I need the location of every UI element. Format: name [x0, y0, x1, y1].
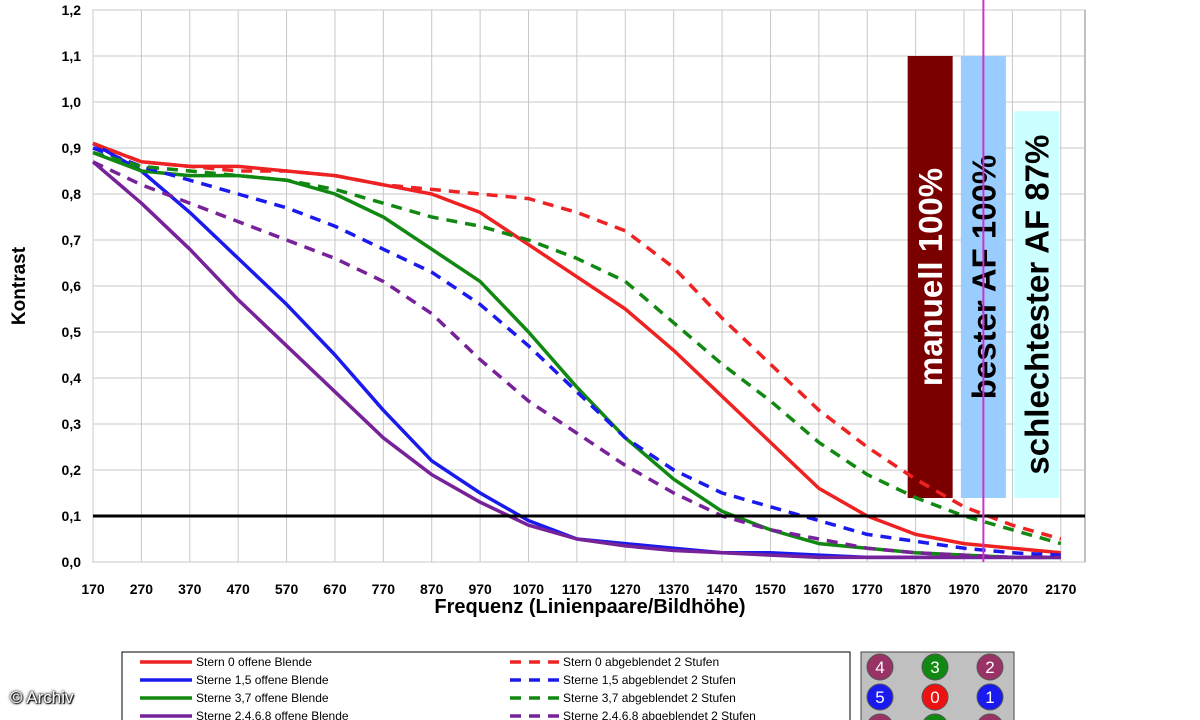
x-tick-label: 770 [372, 581, 396, 597]
y-tick-label: 0,0 [62, 554, 82, 570]
reference-lines [93, 0, 1085, 562]
x-tick-label: 1570 [755, 581, 786, 597]
legend-label: Sterne 3,7 offene Blende [196, 691, 329, 705]
annotation-bar [907, 56, 953, 498]
y-tick-label: 0,3 [62, 416, 82, 432]
y-tick-label: 0,2 [62, 462, 82, 478]
x-tick-label: 570 [275, 581, 299, 597]
legend-label: Stern 0 offene Blende [196, 655, 312, 669]
legend-label: Stern 0 abgeblendet 2 Stufen [563, 655, 719, 669]
x-tick-label: 470 [226, 581, 250, 597]
y-tick-label: 0,5 [62, 324, 82, 340]
position-dot-label: 1 [985, 688, 994, 707]
series-line [92, 150, 1061, 560]
x-tick-label: 1970 [948, 581, 979, 597]
x-tick-label: 370 [178, 581, 202, 597]
x-tick-label: 2070 [997, 581, 1028, 597]
position-dot-label: 0 [930, 688, 939, 707]
position-dot [923, 713, 947, 720]
x-tick-label: 1370 [658, 581, 689, 597]
x-tick-label: 1670 [803, 581, 834, 597]
x-tick-label: 2170 [1045, 581, 1076, 597]
y-tick-label: 1,0 [62, 94, 82, 110]
position-dot-label: 2 [985, 658, 994, 677]
position-dot [976, 653, 1004, 681]
legend-label: Sterne 3,7 abgeblendet 2 Stufen [563, 691, 736, 705]
legend-label: Sterne 1,5 offene Blende [196, 673, 329, 687]
x-tick-label: 1770 [852, 581, 883, 597]
position-dot-label: 4 [875, 658, 884, 677]
y-tick-label: 0,4 [62, 370, 82, 386]
series-line [92, 150, 1062, 546]
legend-label: Sterne 2,4,6,8 abgeblendet 2 Stufen [563, 709, 756, 720]
annotation-bar-label: manuell 100% [912, 168, 949, 386]
y-axis-title: Kontrast [9, 246, 30, 325]
position-dot [976, 683, 1004, 711]
position-dots: 4 3 2 5 0 1 [866, 653, 1004, 720]
position-dot [921, 683, 949, 711]
series-line [92, 146, 1061, 557]
position-dot-label: 3 [930, 658, 939, 677]
y-tick-labels: 0,0 0,1 0,2 0,3 0,4 0,5 0,6 0,7 0,8 0,9 1,0 1,1 1,2 [62, 2, 82, 570]
position-grid: 4 3 2 5 0 1 [860, 651, 1015, 720]
x-tick-label: 170 [81, 581, 105, 597]
legend: Stern 0 offene Blende Sterne 1,5 offene B… [121, 651, 851, 720]
x-axis-title: Frequenz (Linienpaare/Bildhöhe) [434, 596, 745, 618]
x-tick-label: 270 [130, 581, 154, 597]
y-tick-label: 1,2 [62, 2, 82, 18]
x-tick-label: 870 [420, 581, 444, 597]
legend-entries: Stern 0 offene Blende Sterne 1,5 offene B… [140, 655, 756, 720]
series-lines [91, 141, 1062, 560]
position-dot [866, 683, 894, 711]
x-tick-label: 970 [468, 581, 492, 597]
position-dot [866, 653, 894, 681]
annotation-bar [1014, 111, 1060, 498]
y-tick-label: 1,1 [62, 48, 82, 64]
legend-label: Sterne 2,4,6,8 offene Blende [196, 709, 349, 720]
x-tick-label: 1270 [610, 581, 641, 597]
y-tick-label: 0,9 [62, 140, 82, 156]
y-tick-label: 0,7 [62, 232, 82, 248]
y-tick-label: 0,8 [62, 186, 82, 202]
position-dot [868, 713, 892, 720]
position-dot [978, 713, 1002, 720]
series-line [92, 160, 1061, 560]
position-dot [921, 653, 949, 681]
y-tick-label: 0,1 [62, 508, 82, 524]
legend-label: Sterne 1,5 abgeblendet 2 Stufen [563, 673, 736, 687]
series-line [92, 141, 1061, 555]
x-tick-label: 1070 [513, 581, 544, 597]
annotation-bar-label: schlechtester AF 87% [1019, 135, 1056, 475]
credit-label: © Archiv [10, 688, 74, 707]
x-tick-label: 1870 [900, 581, 931, 597]
legend-box [121, 651, 851, 720]
x-tick-label: 1470 [706, 581, 737, 597]
x-tick-labels: 170 270 370 470 570 670 770 870 970 1070 1170 1270 1… [81, 581, 1076, 597]
position-dot-label: 5 [875, 688, 884, 707]
x-tick-label: 1170 [562, 581, 593, 597]
y-tick-label: 0,6 [62, 278, 82, 294]
series-line [91, 160, 1061, 560]
x-tick-label: 670 [323, 581, 347, 597]
